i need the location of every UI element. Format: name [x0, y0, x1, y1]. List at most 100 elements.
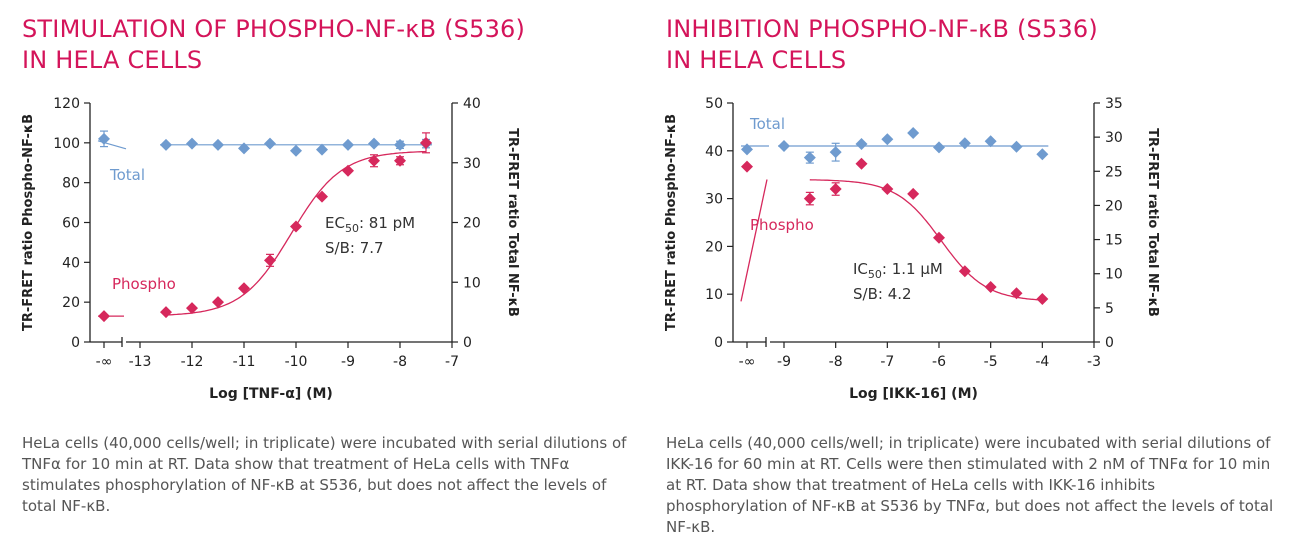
phospho-data-point: [98, 310, 110, 323]
total-data-point: [394, 138, 406, 151]
total-data-point: [290, 144, 302, 157]
y-tick-label: 120: [53, 96, 80, 112]
x-tick-label: -5: [984, 354, 998, 370]
chart-caption: HeLa cells (40,000 cells/well; in tripli…: [666, 434, 1274, 536]
total-series-label: Total: [109, 166, 145, 184]
phospho-data-point: [933, 231, 945, 244]
total-data-point: [264, 137, 276, 150]
phospho-fit-curve: [165, 150, 426, 316]
y-tick-label: 40: [62, 255, 80, 271]
total-data-point: [778, 140, 790, 153]
y2-axis-label: TR-FRET ratio Total NF-κB: [505, 128, 520, 317]
x-axis-label: Log [IKK-16] (M): [849, 386, 978, 402]
total-data-point: [907, 127, 920, 140]
x-tick-label: -3: [1087, 354, 1101, 370]
phospho-data-point: [316, 190, 328, 203]
sb-annotation: S/B: 7.7: [325, 239, 384, 257]
phospho-data-point: [342, 164, 354, 177]
phospho-data-point: [907, 187, 920, 200]
total-data-point: [316, 143, 328, 156]
y2-tick-label: 25: [1105, 164, 1123, 180]
chart-caption: HeLa cells (40,000 cells/well; in tripli…: [22, 434, 627, 515]
x-tick-label: -∞: [96, 354, 113, 370]
phospho-data-point: [212, 296, 224, 309]
total-data-point: [238, 142, 250, 155]
total-data-point: [741, 143, 753, 156]
y2-tick-label: 40: [463, 96, 481, 112]
x-tick-label: -10: [285, 354, 308, 370]
y-tick-label: 40: [705, 144, 723, 160]
y-axis-label: TR-FRET ratio Phospho-NF-κB: [664, 114, 679, 331]
phospho-data-point: [160, 306, 172, 319]
phospho-data-point: [881, 183, 894, 196]
y2-tick-label: 20: [1105, 198, 1123, 214]
y2-tick-label: 20: [463, 216, 481, 232]
total-data-point: [342, 138, 354, 151]
phospho-data-point: [829, 183, 842, 196]
chart-title-line-2: IN HELA CELLS: [22, 46, 203, 74]
phospho-data-point: [238, 282, 250, 295]
potency-annotation: EC50: 81 pM: [325, 214, 415, 235]
y-tick-label: 20: [705, 239, 723, 255]
y-tick-label: 100: [53, 136, 80, 152]
phospho-series-label: Phospho: [112, 275, 176, 293]
total-data-point: [212, 138, 224, 151]
y2-tick-label: 35: [1105, 96, 1123, 112]
x-tick-label: -11: [233, 354, 256, 370]
x-axis-label: Log [TNF-α] (M): [209, 386, 333, 402]
phospho-data-point: [855, 157, 868, 170]
y-tick-label: 30: [705, 192, 723, 208]
potency-annotation: IC50: 1.1 µM: [853, 260, 943, 281]
phospho-fit-start: [740, 179, 768, 302]
total-data-point: [1010, 140, 1023, 153]
phospho-data-point: [741, 160, 753, 173]
chart-title-line-2: IN HELA CELLS: [666, 46, 847, 74]
x-tick-label: -7: [880, 354, 894, 370]
y-tick-label: 60: [62, 216, 80, 232]
total-data-point: [984, 135, 997, 148]
phospho-data-point: [394, 154, 406, 167]
y2-tick-label: 15: [1105, 233, 1123, 249]
phospho-data-point: [290, 220, 302, 233]
y-tick-label: 20: [62, 295, 80, 311]
y-tick-label: 80: [62, 176, 80, 192]
phospho-data-point: [420, 136, 432, 149]
total-data-point: [933, 141, 945, 154]
y2-tick-label: 30: [463, 156, 481, 172]
total-data-point: [855, 137, 868, 150]
y-tick-label: 0: [71, 335, 80, 351]
phospho-data-point: [1010, 287, 1023, 300]
total-series-label: Total: [749, 115, 785, 133]
y2-tick-label: 10: [463, 275, 481, 291]
phospho-data-point: [264, 254, 276, 267]
y2-tick-label: 10: [1105, 267, 1123, 283]
phospho-data-point: [803, 192, 816, 205]
y-tick-label: 10: [705, 287, 723, 303]
total-data-point: [881, 133, 894, 146]
x-tick-label: -9: [777, 354, 791, 370]
x-tick-label: -7: [445, 354, 459, 370]
y2-axis-label: TR-FRET ratio Total NF-κB: [1145, 128, 1160, 317]
total-data-point: [958, 137, 971, 150]
total-data-point: [803, 151, 816, 164]
total-data-point: [98, 132, 110, 145]
y-tick-label: 50: [705, 96, 723, 112]
x-tick-label: -9: [341, 354, 355, 370]
y2-tick-label: 0: [1105, 335, 1114, 351]
x-tick-label: -13: [129, 354, 152, 370]
x-tick-label: -6: [932, 354, 946, 370]
y-axis-label: TR-FRET ratio Phospho-NF-κB: [21, 114, 36, 331]
total-data-point: [1036, 148, 1049, 161]
total-data-point: [160, 138, 172, 151]
phospho-data-point: [958, 265, 971, 278]
phospho-data-point: [984, 281, 997, 294]
total-data-point: [368, 137, 380, 150]
y2-tick-label: 0: [463, 335, 472, 351]
x-tick-label: -∞: [739, 354, 756, 370]
phospho-series-label: Phospho: [750, 216, 814, 234]
x-tick-label: -8: [393, 354, 407, 370]
chart-title: STIMULATION OF PHOSPHO-NF-κB (S536) IN H…: [22, 14, 525, 76]
phospho-data-point: [186, 302, 198, 315]
chart-panel-inhibition: INHIBITION PHOSPHO-NF-κB (S536) IN HELA …: [640, 0, 1280, 552]
total-data-point: [186, 137, 198, 150]
